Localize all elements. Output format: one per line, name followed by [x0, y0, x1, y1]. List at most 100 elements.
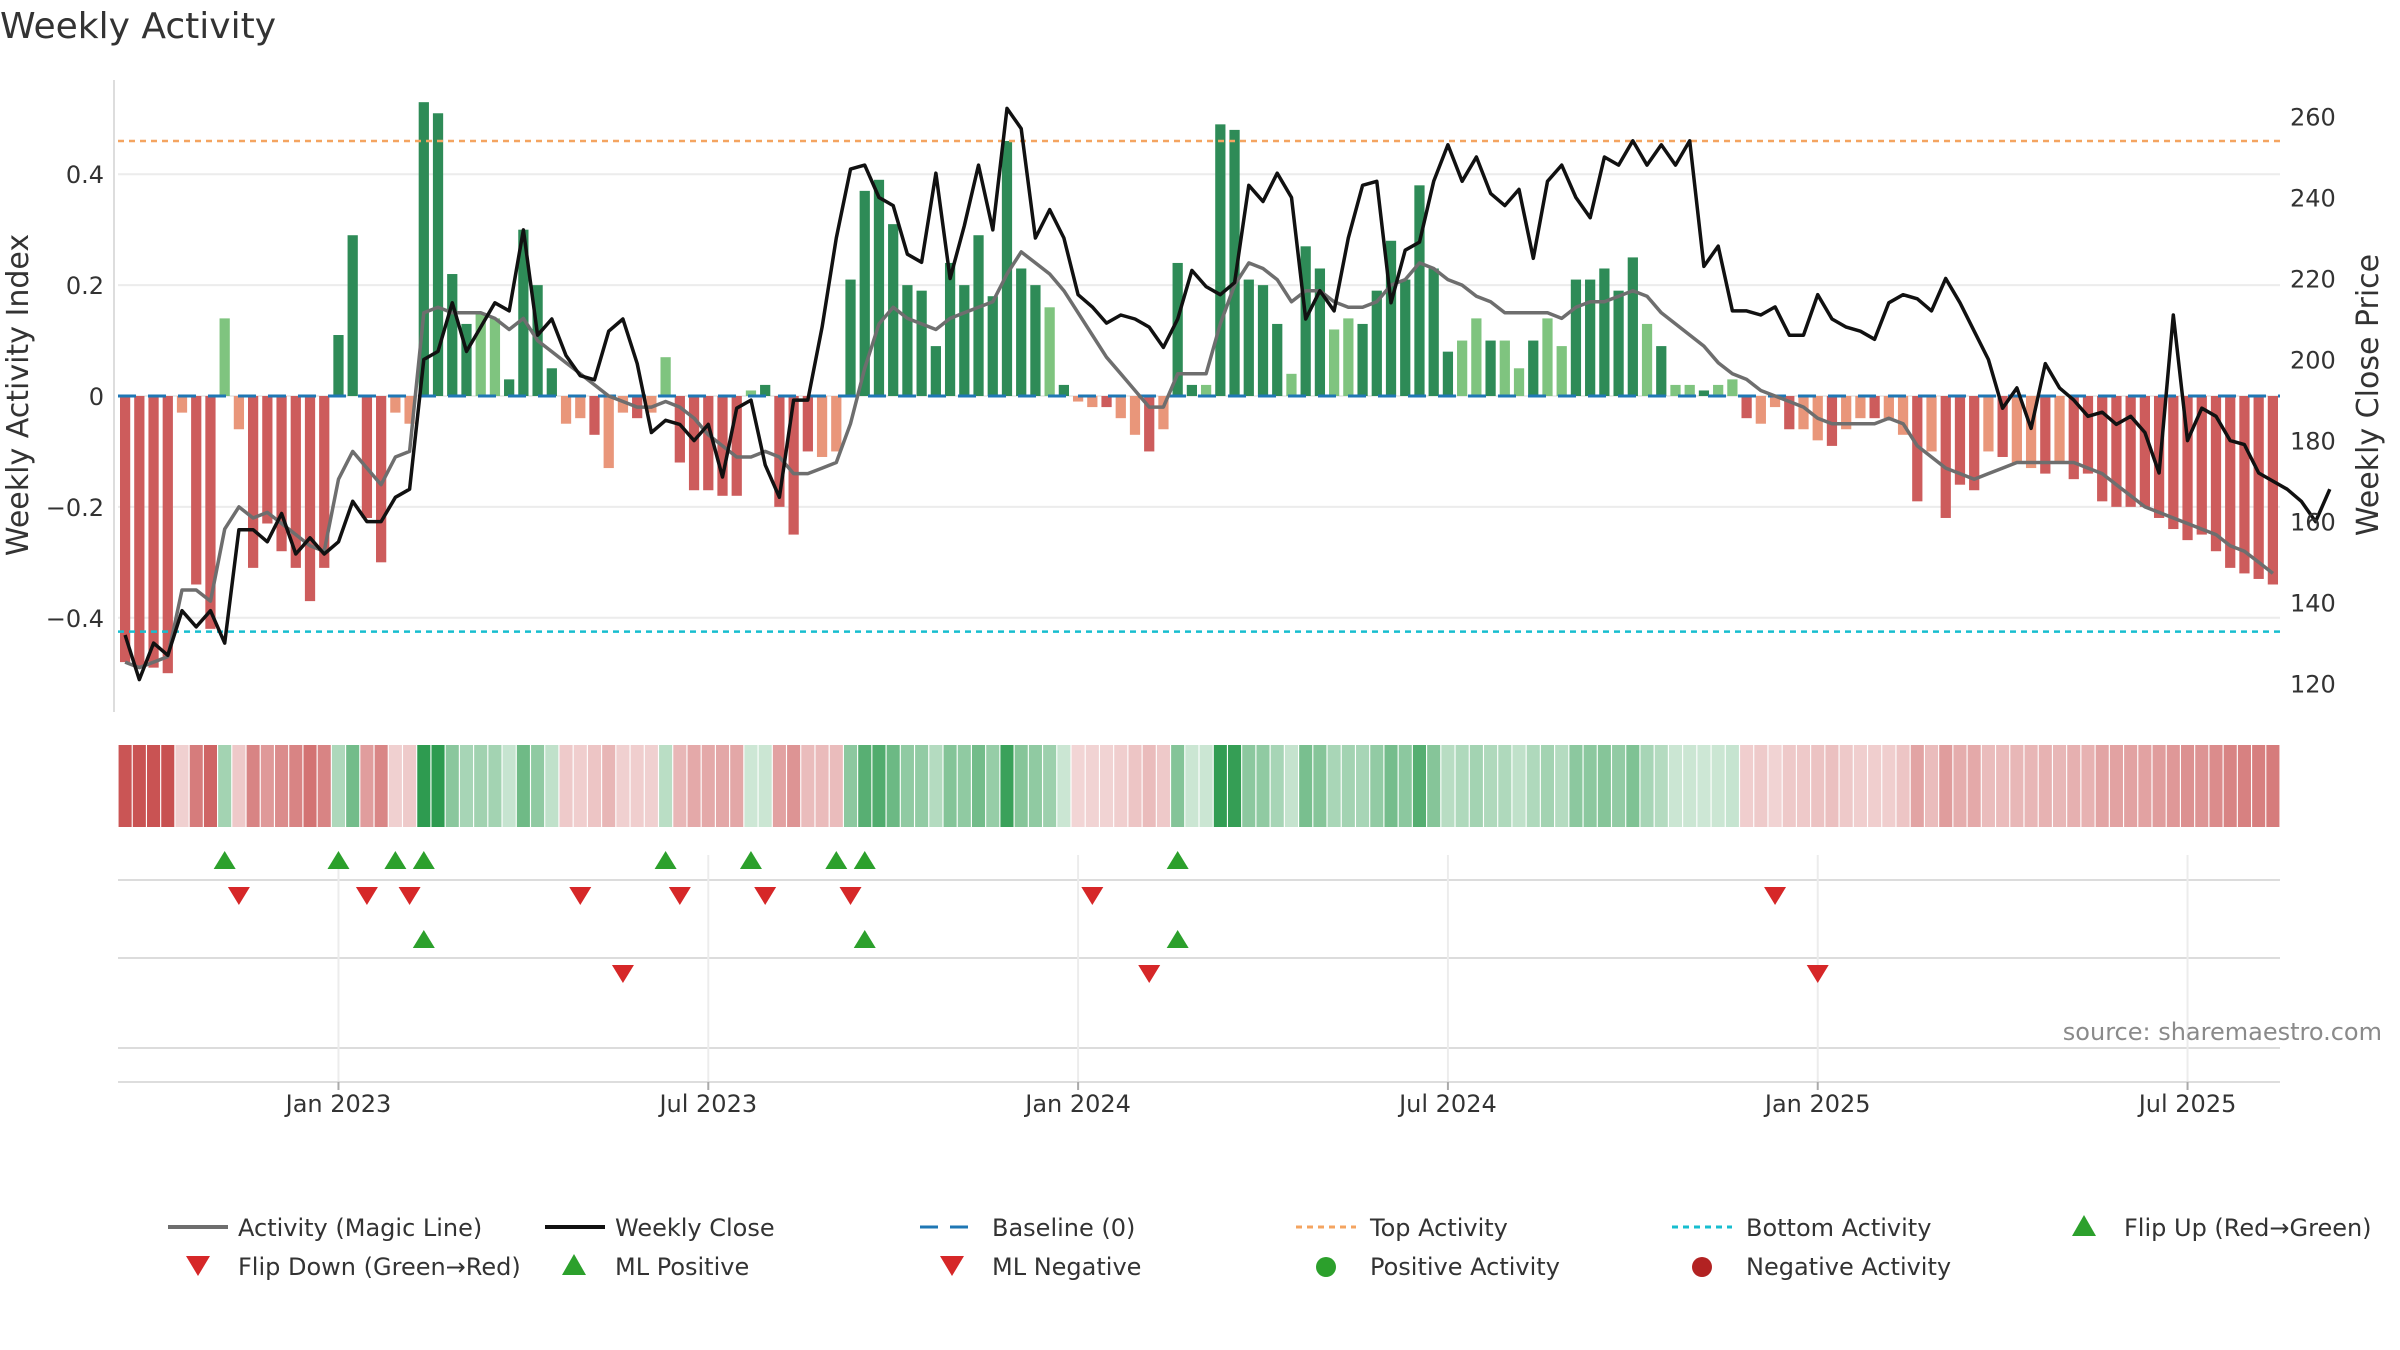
heat-cell — [374, 745, 388, 827]
activity-bar — [1457, 340, 1468, 396]
heat-cell — [1953, 745, 1967, 827]
activity-bar — [1371, 290, 1382, 396]
activity-bar — [489, 318, 501, 396]
activity-bar — [2225, 396, 2236, 568]
heat-cell — [659, 745, 673, 827]
heat-cell — [602, 745, 616, 827]
heat-cell — [616, 745, 630, 827]
activity-bar — [1115, 396, 1126, 419]
heat-cell — [701, 745, 715, 827]
heat-cell — [2209, 745, 2223, 827]
activity-bar — [1058, 384, 1069, 396]
activity-bar — [1983, 396, 1994, 452]
flip-up-marker — [213, 851, 236, 869]
activity-bar — [959, 285, 970, 396]
heat-cell — [1996, 745, 2010, 827]
legend-positive-activity: Positive Activity — [1370, 1253, 1560, 1281]
activity-bar — [418, 102, 429, 396]
activity-bar — [205, 396, 216, 629]
activity-bar — [1101, 396, 1112, 408]
heat-cell — [275, 745, 289, 827]
activity-bar — [1485, 340, 1496, 396]
activity-bar — [546, 368, 557, 396]
flip-down-marker — [355, 887, 378, 905]
activity-bar — [176, 396, 188, 413]
activity-bar — [1713, 384, 1724, 396]
activity-bar — [1641, 323, 1653, 396]
weekly-close-line — [123, 106, 2332, 682]
heat-cell — [1341, 745, 1355, 827]
activity-bar — [219, 318, 230, 396]
heat-cell — [1412, 745, 1427, 827]
heat-cell — [1768, 745, 1782, 827]
y2-tick-label: 160 — [2290, 509, 2336, 537]
activity-bar — [361, 396, 373, 518]
heat-cell — [772, 745, 786, 827]
heat-cell — [147, 745, 161, 827]
heat-cell — [971, 745, 986, 827]
activity-bar — [760, 384, 771, 396]
activity-bar — [2210, 396, 2222, 552]
heat-cell — [260, 745, 274, 827]
activity-bar — [1272, 323, 1283, 396]
flip-up-marker — [1166, 851, 1189, 869]
heat-cell — [488, 745, 502, 827]
flip-down-marker — [227, 887, 250, 905]
activity-bar — [1257, 285, 1269, 396]
activity-bar — [1343, 318, 1354, 396]
y-tick-label: 0.2 — [66, 272, 104, 300]
heat-cell — [1114, 745, 1128, 827]
heat-cell — [815, 745, 829, 827]
activity-bar — [2182, 396, 2193, 541]
activity-bar — [944, 262, 956, 396]
activity-bar — [1727, 379, 1738, 396]
x-tick-label: Jan 2025 — [1763, 1090, 1871, 1118]
x-tick-label: Jul 2024 — [1397, 1090, 1497, 1118]
activity-bar — [1528, 340, 1539, 396]
activity-bar — [1243, 279, 1254, 396]
activity-bar — [1385, 240, 1397, 396]
heat-cell — [886, 745, 900, 827]
heat-cell — [1782, 745, 1796, 827]
heat-cell — [246, 745, 260, 827]
heat-cell — [573, 745, 587, 827]
activity-bar — [930, 346, 941, 396]
activity-bar — [1442, 351, 1454, 396]
heat-cell — [1683, 745, 1697, 827]
activity-bar — [1200, 384, 1212, 396]
heat-cell — [531, 745, 545, 827]
heat-cell — [2266, 745, 2280, 827]
activity-heat-strip — [118, 745, 2280, 827]
heat-cell — [801, 745, 815, 827]
activity-bar — [347, 235, 358, 396]
activity-bar — [788, 396, 799, 535]
heat-cell — [1071, 745, 1085, 827]
heat-cell — [1540, 745, 1555, 827]
heat-cell — [1356, 745, 1370, 827]
heat-cell — [1640, 745, 1654, 827]
heat-cell — [673, 745, 687, 827]
source-note: source: sharemaestro.com — [2063, 1018, 2382, 1046]
heat-cell — [1171, 745, 1185, 827]
heat-cell — [1555, 745, 1569, 827]
activity-bar — [1897, 396, 1909, 435]
activity-bar — [1613, 290, 1624, 396]
heat-cell — [587, 745, 602, 827]
activity-bar — [2040, 396, 2051, 474]
heat-cell — [1441, 745, 1455, 827]
heat-cell — [2109, 745, 2123, 827]
activity-bar — [560, 396, 572, 424]
heat-cell — [2052, 745, 2067, 827]
heat-cell — [232, 745, 246, 827]
heat-cell — [1498, 745, 1512, 827]
legend-positive-activity-icon — [1316, 1257, 1336, 1277]
activity-bar — [1627, 257, 1638, 396]
y-tick-label: 0 — [89, 383, 104, 411]
activity-bar — [1599, 268, 1610, 396]
heat-cell — [2095, 745, 2109, 827]
heat-cell — [1725, 745, 1739, 827]
y2-tick-label: 240 — [2290, 184, 2336, 212]
activity-bar — [831, 396, 842, 452]
activity-bar — [1570, 279, 1582, 396]
